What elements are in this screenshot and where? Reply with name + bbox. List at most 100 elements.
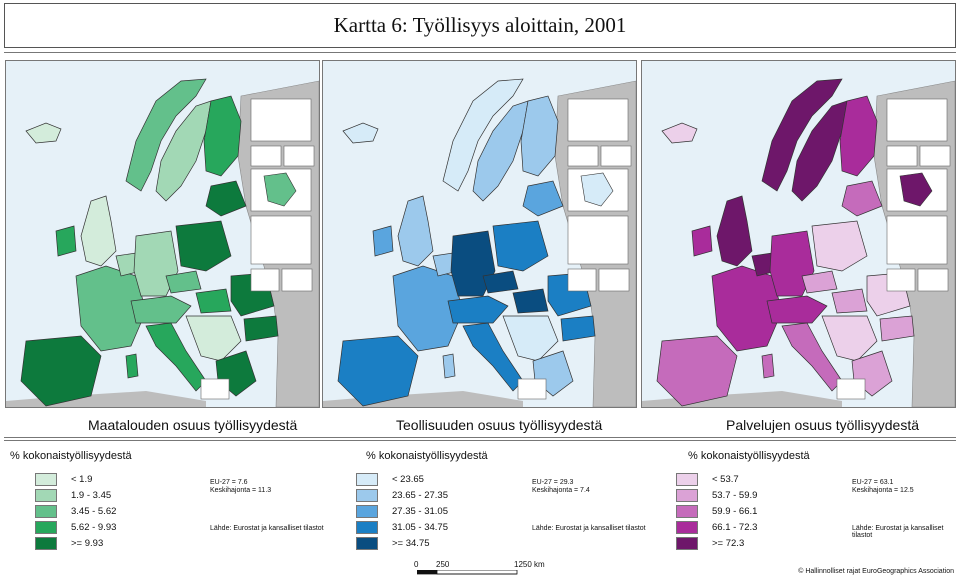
- copyright-notice: © Hallinnolliset rajat EuroGeographics A…: [798, 568, 954, 575]
- region-ireland: [691, 225, 713, 257]
- region-finland: [520, 95, 559, 177]
- industry-stats: EU-27 = 29.3 Keskihajonta = 7.4: [532, 479, 590, 495]
- region-ireland: [372, 225, 394, 257]
- inset-box-1: [886, 98, 948, 142]
- agriculture-source: Lähde: Eurostat ja kansalliset tilastot: [210, 525, 324, 532]
- services-legend-swatch-4: [676, 520, 698, 534]
- services-map: [641, 60, 956, 408]
- industry-legend-class-3: 27.35 - 31.05: [356, 504, 448, 518]
- services-legend-label-1: < 53.7: [712, 473, 739, 485]
- region-balkans: [821, 315, 878, 362]
- inset-box-3: [283, 145, 315, 167]
- agriculture-std-deviation: Keskihajonta = 11.3: [210, 487, 272, 494]
- services-std-deviation: Keskihajonta = 12.5: [852, 487, 914, 494]
- agriculture-legend-label-2: 1.9 - 3.45: [71, 489, 112, 501]
- services-legend-swatch-5: [676, 536, 698, 550]
- industry-legend-class-2: 23.65 - 27.35: [356, 488, 448, 502]
- services-legend-class-2: 53.7 - 59.9: [676, 488, 758, 502]
- legend-heading-industry: % kokonaistyöllisyydestä: [366, 450, 488, 462]
- services-eu-average: EU-27 = 63.1: [852, 479, 894, 486]
- region-poland: [811, 220, 868, 272]
- agriculture-legend-class-3: 3.45 - 5.62: [35, 504, 117, 518]
- agriculture-legend-class-1: < 1.9: [35, 472, 93, 486]
- industry-legend-swatch-1: [356, 472, 378, 486]
- region-alps: [766, 295, 828, 324]
- region-bulgaria: [879, 315, 915, 342]
- scale-tick-0: 0: [414, 560, 419, 569]
- industry-legend-class-5: >= 34.75: [356, 536, 430, 550]
- inset-box-5: [250, 215, 312, 265]
- agriculture-legend-swatch-1: [35, 472, 57, 486]
- legend-heading-services: % kokonaistyöllisyydestä: [688, 450, 810, 462]
- inset-cyprus-box: [836, 378, 866, 400]
- services-legend-label-4: 66.1 - 72.3: [712, 521, 758, 533]
- region-hungary: [195, 288, 232, 314]
- industry-legend-label-4: 31.05 - 34.75: [392, 521, 448, 533]
- services-legend-swatch-1: [676, 472, 698, 486]
- region-baltics: [205, 180, 247, 217]
- industry-legend-swatch-5: [356, 536, 378, 550]
- services-legend-class-1: < 53.7: [676, 472, 739, 486]
- agriculture-legend-label-3: 3.45 - 5.62: [71, 505, 117, 517]
- services-source: Lähde: Eurostat ja kansalliset tilastot: [852, 525, 944, 539]
- legend-heading-agriculture: % kokonaistyöllisyydestä: [10, 450, 132, 462]
- region-czech: [165, 270, 202, 294]
- maps-area: [4, 52, 956, 438]
- agriculture-legend-class-2: 1.9 - 3.45: [35, 488, 112, 502]
- services-legend-swatch-3: [676, 504, 698, 518]
- agriculture-legend-swatch-3: [35, 504, 57, 518]
- industry-legend-label-1: < 23.65: [392, 473, 424, 485]
- services-legend-label-5: >= 72.3: [712, 537, 745, 549]
- agriculture-legend-label-1: < 1.9: [71, 473, 93, 485]
- region-czech: [482, 270, 519, 294]
- services-legend-swatch-2: [676, 488, 698, 502]
- region-norway: [442, 78, 524, 192]
- industry-legend-swatch-3: [356, 504, 378, 518]
- inset-cyprus-box: [200, 378, 230, 400]
- services-stats: EU-27 = 63.1 Keskihajonta = 12.5: [852, 479, 914, 495]
- region-alps: [130, 295, 192, 324]
- region-iberia: [337, 335, 419, 407]
- region-ireland: [55, 225, 77, 257]
- region-uk: [397, 195, 434, 267]
- legend-area: [4, 440, 956, 561]
- industry-legend-class-4: 31.05 - 34.75: [356, 520, 448, 534]
- inset-box-6: [567, 268, 597, 292]
- region-iberia: [20, 335, 102, 407]
- region-hungary: [512, 288, 549, 314]
- inset-cyprus-box: [517, 378, 547, 400]
- industry-legend-swatch-4: [356, 520, 378, 534]
- industry-legend-class-1: < 23.65: [356, 472, 424, 486]
- services-legend-class-5: >= 72.3: [676, 536, 745, 550]
- industry-map-title: Teollisuuden osuus työllisyydestä: [396, 417, 603, 433]
- agriculture-stats: EU-27 = 7.6 Keskihajonta = 11.3: [210, 479, 271, 495]
- inset-box-5: [567, 215, 629, 265]
- industry-source: Lähde: Eurostat ja kansalliset tilastot: [532, 525, 646, 532]
- inset-french-guiana: [580, 172, 614, 207]
- scale-bar: 0 250 1250 km: [414, 560, 569, 580]
- inset-box-2: [250, 145, 282, 167]
- agriculture-eu-average: EU-27 = 7.6: [210, 479, 248, 486]
- services-legend-label-2: 53.7 - 59.9: [712, 489, 758, 501]
- scale-tick-1250: 1250 km: [514, 560, 545, 569]
- region-sardinia: [442, 353, 456, 379]
- industry-eu-average: EU-27 = 29.3: [532, 479, 574, 486]
- industry-legend-label-2: 23.65 - 27.35: [392, 489, 448, 501]
- agriculture-legend-swatch-5: [35, 536, 57, 550]
- agriculture-legend-class-4: 5.62 - 9.93: [35, 520, 117, 534]
- region-iberia: [656, 335, 738, 407]
- region-baltics: [841, 180, 883, 217]
- inset-french-guiana: [899, 172, 933, 207]
- agriculture-legend-label-4: 5.62 - 9.93: [71, 521, 117, 533]
- services-legend-label-3: 59.9 - 66.1: [712, 505, 758, 517]
- inset-box-2: [886, 145, 918, 167]
- industry-legend-label-3: 27.35 - 31.05: [392, 505, 448, 517]
- region-norway: [125, 78, 207, 192]
- region-poland: [175, 220, 232, 272]
- region-bulgaria: [560, 315, 596, 342]
- region-bulgaria: [243, 315, 279, 342]
- region-iceland: [342, 122, 379, 144]
- region-sardinia: [761, 353, 775, 379]
- region-uk: [80, 195, 117, 267]
- region-france: [392, 265, 464, 352]
